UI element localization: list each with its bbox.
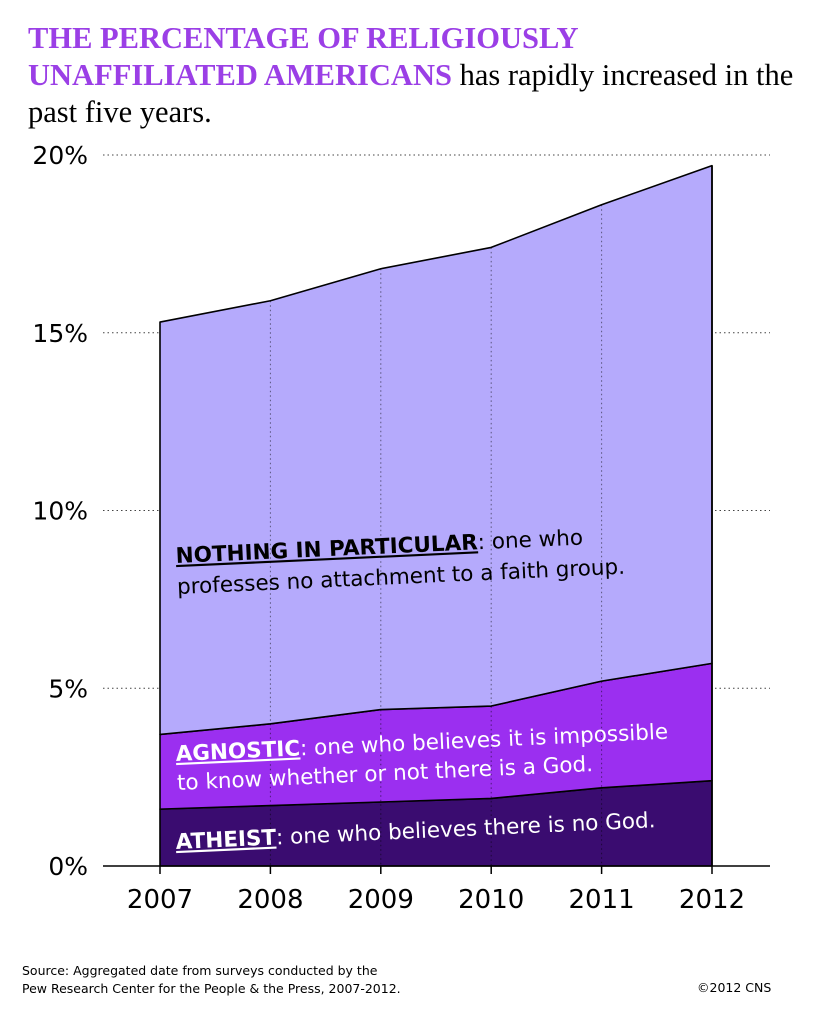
y-tick-label: 15% bbox=[32, 319, 88, 348]
x-tick-label: 2009 bbox=[348, 885, 414, 915]
area-nothing-in-particular bbox=[159, 164, 713, 736]
x-tick-label: 2008 bbox=[237, 885, 303, 915]
y-axis: 0% 5% 10% 15% 20% bbox=[32, 141, 88, 881]
source-line-2: Pew Research Center for the People & the… bbox=[22, 981, 401, 996]
y-tick-label: 5% bbox=[48, 674, 88, 703]
title-highlight: THE PERCENTAGE OF RELIGIOUSLY UNAFFILIAT… bbox=[28, 21, 578, 92]
source-line-1: Source: Aggregated date from surveys con… bbox=[22, 963, 378, 978]
y-tick-label: 20% bbox=[32, 141, 88, 170]
x-tick-label: 2012 bbox=[679, 885, 745, 915]
annotation-text: : one who bbox=[477, 526, 583, 556]
x-axis: 2007 2008 2009 2010 2011 2012 bbox=[103, 865, 770, 915]
x-tick-label: 2010 bbox=[458, 885, 524, 915]
y-tick-label: 10% bbox=[32, 497, 88, 526]
chart-title: THE PERCENTAGE OF RELIGIOUSLY UNAFFILIAT… bbox=[28, 20, 808, 131]
source-note: Source: Aggregated date from surveys con… bbox=[22, 962, 542, 998]
series-areas bbox=[159, 164, 713, 867]
copyright: ©2012 CNS bbox=[697, 980, 772, 995]
annotation-keyword: AGNOSTIC bbox=[175, 736, 301, 767]
x-tick-label: 2011 bbox=[569, 885, 635, 915]
y-tick-label: 0% bbox=[48, 852, 88, 881]
annotation-keyword: ATHEIST bbox=[175, 825, 277, 855]
title-rest: has rapidly increased in the past five y… bbox=[28, 58, 794, 129]
x-tick-label: 2007 bbox=[127, 885, 193, 915]
